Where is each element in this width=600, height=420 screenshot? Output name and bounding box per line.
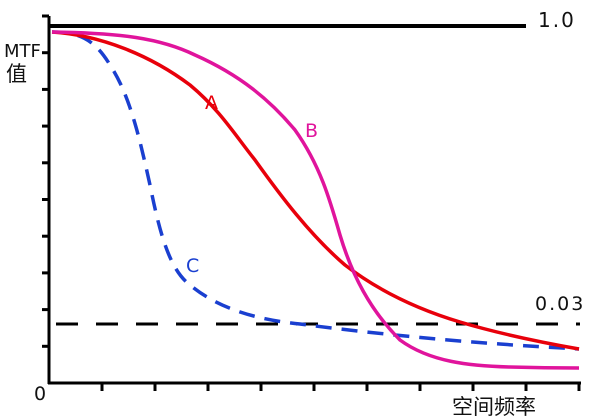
y-axis-label-line1: MTF bbox=[4, 41, 41, 62]
reference-label-threshold: 0.03 bbox=[535, 293, 585, 315]
axes bbox=[47, 16, 581, 385]
curve-label-c: C bbox=[186, 255, 199, 277]
curve-a bbox=[51, 30, 580, 351]
x-axis-ticks bbox=[100, 383, 581, 391]
reference-label-max: 1.0 bbox=[538, 8, 576, 32]
y-axis-ticks bbox=[42, 14, 49, 348]
curve-label-b: B bbox=[305, 120, 318, 142]
curve-c bbox=[51, 30, 580, 351]
y-axis-label-line2: 值 bbox=[6, 62, 27, 86]
origin-label: 0 bbox=[34, 383, 46, 405]
curve-label-a: A bbox=[205, 92, 218, 114]
x-axis-label: 空间频率 bbox=[452, 395, 536, 419]
curve-b bbox=[51, 30, 580, 370]
